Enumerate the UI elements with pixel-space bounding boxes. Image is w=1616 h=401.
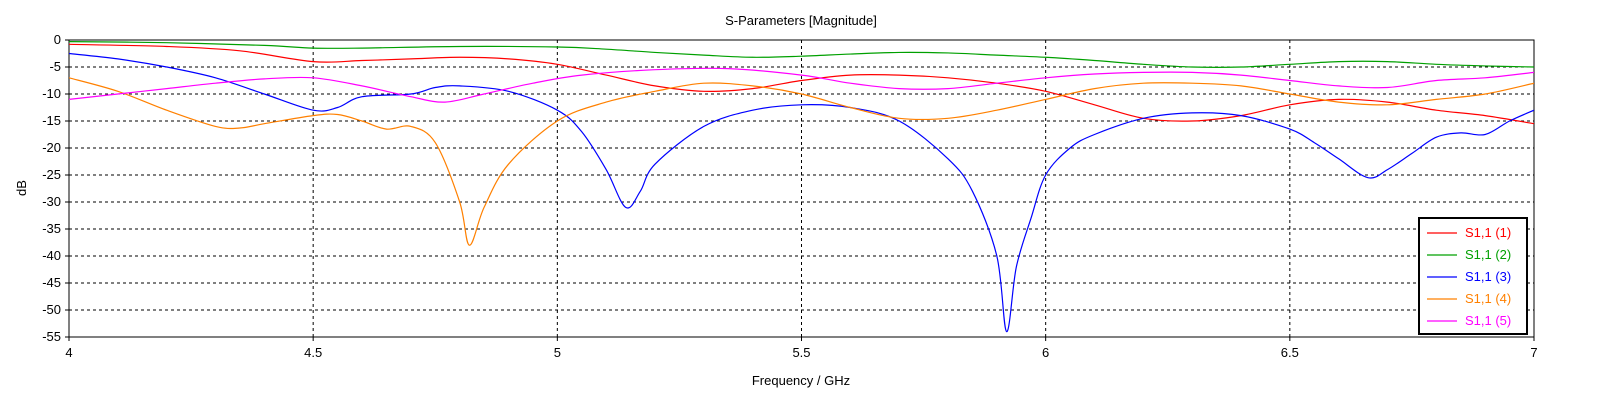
chart-title: S-Parameters [Magnitude]: [725, 13, 877, 28]
series-line-1: [69, 43, 1534, 125]
x-tick-label: 4.5: [304, 345, 322, 360]
series-line-2: [69, 41, 1534, 68]
legend: S1,1 (1) S1,1 (2) S1,1 (3) S1,1 (4) S1,1 (5): [1418, 217, 1528, 335]
y-tick-label: -30: [42, 194, 61, 209]
y-tick-label: -20: [42, 140, 61, 155]
series-line-3: [69, 52, 1534, 333]
series-line-4: [69, 77, 1534, 246]
x-tick-label: 6.5: [1281, 345, 1299, 360]
legend-label-3: S1,1 (3): [1465, 269, 1511, 284]
series-lines: [69, 41, 1534, 333]
x-axis-label: Frequency / GHz: [752, 373, 850, 388]
series-line-5: [69, 67, 1534, 103]
x-tick-label: 7: [1530, 345, 1537, 360]
y-tick-label: -10: [42, 86, 61, 101]
y-tick-label: 0: [54, 32, 61, 47]
legend-label-1: S1,1 (1): [1465, 225, 1511, 240]
y-tick-label: -45: [42, 275, 61, 290]
legend-label-4: S1,1 (4): [1465, 291, 1511, 306]
legend-label-5: S1,1 (5): [1465, 313, 1511, 328]
x-axis-ticks: 4 4.5 5 5.5 6 6.5 7: [65, 337, 1538, 360]
y-tick-label: -55: [42, 329, 61, 344]
y-tick-label: -5: [49, 59, 61, 74]
x-tick-label: 5: [554, 345, 561, 360]
y-tick-label: -15: [42, 113, 61, 128]
x-tick-label: 6: [1042, 345, 1049, 360]
y-tick-label: -40: [42, 248, 61, 263]
y-tick-label: -25: [42, 167, 61, 182]
y-axis-ticks: 0 -5 -10 -15 -20 -25 -30 -35 -40 -45 -50 -55: [42, 32, 69, 344]
y-tick-label: -35: [42, 221, 61, 236]
y-tick-label: -50: [42, 302, 61, 317]
legend-label-2: S1,1 (2): [1465, 247, 1511, 262]
y-axis-label: dB: [14, 180, 29, 196]
x-tick-label: 4: [65, 345, 72, 360]
grid: [69, 40, 1534, 337]
x-tick-label: 5.5: [792, 345, 810, 360]
legend-box: [1418, 217, 1528, 335]
